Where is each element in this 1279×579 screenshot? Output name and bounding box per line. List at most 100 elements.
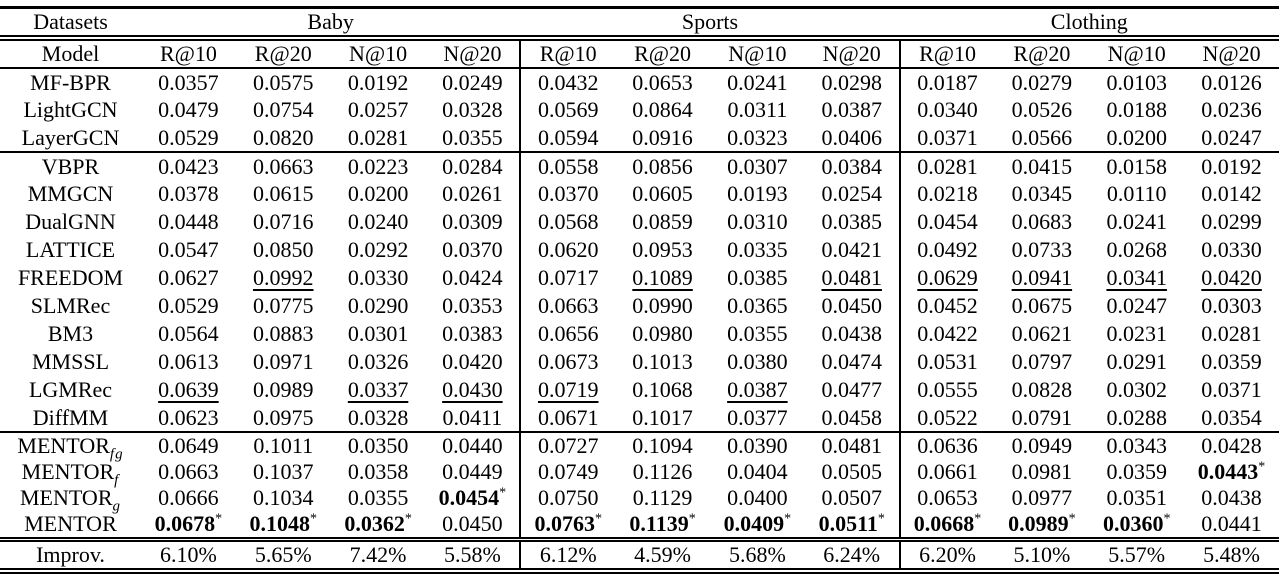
value-cell: 0.0754 xyxy=(252,97,314,122)
value-cell: 0.0281 xyxy=(898,152,995,180)
table-row-lattice: LATTICE 0.0547 0.0850 0.0292 0.0370 0.0620 0.0… xyxy=(0,236,1279,264)
value-cell: 0.0423 xyxy=(158,153,219,179)
model-column-label: Model xyxy=(41,41,100,66)
value-cell: 0.0370 xyxy=(519,180,616,208)
value-cell: 0.0193 xyxy=(727,181,788,206)
value-cell: 0.0636 xyxy=(898,432,995,459)
value-cell: 0.0450 xyxy=(442,511,503,536)
value-cell: 0.0989* xyxy=(1008,511,1076,536)
value-cell: 0.0421 xyxy=(821,237,882,262)
value-cell: 0.0569 xyxy=(519,96,616,124)
value-cell: 0.0249 xyxy=(442,69,503,95)
value-cell: 0.0424 xyxy=(442,265,503,290)
section-cf-baselines: MF-BPR 0.0357 0.0575 0.0192 0.0249 0.0432 0.06… xyxy=(0,68,1279,152)
value-cell: 0.0223 xyxy=(347,153,409,179)
value-cell: 0.0450 xyxy=(821,293,882,318)
significance-asterisk: * xyxy=(309,511,317,527)
value-cell: 0.0575 xyxy=(252,69,314,95)
value-cell: 0.0440 xyxy=(442,433,503,458)
value-cell: 0.0526 xyxy=(1011,97,1073,122)
value-cell: 0.0481 xyxy=(821,433,882,458)
value-cell: 0.0384 xyxy=(821,153,882,179)
value-cell: 0.0615 xyxy=(252,181,314,206)
value-cell: 0.0281 xyxy=(1201,321,1262,346)
value-cell: 0.0268 xyxy=(1106,237,1167,262)
value-cell: 0.0365 xyxy=(727,293,788,318)
value-cell: 0.0380 xyxy=(727,349,788,374)
table-row-dualgnn: DualGNN 0.0448 0.0716 0.0240 0.0309 0.0568 0.0… xyxy=(0,208,1279,236)
value-cell: 0.0864 xyxy=(632,97,693,122)
value-cell: 0.0454* xyxy=(438,485,507,510)
metric-header-clothing-n20: N@20 xyxy=(1202,41,1261,66)
value-cell: 0.0387 xyxy=(821,97,882,122)
value-cell: 4.59% xyxy=(634,542,691,567)
table-row-mmssl: MMSSL 0.0613 0.0971 0.0326 0.0420 0.0673 0.101… xyxy=(0,348,1279,376)
value-cell: 6.10% xyxy=(160,542,217,567)
significance-asterisk: * xyxy=(1258,459,1266,475)
value-cell: 0.0390 xyxy=(727,433,788,458)
value-cell: 0.0481 xyxy=(821,265,882,290)
metric-header-sports-n10: N@10 xyxy=(728,41,787,66)
model-name-subscript: g xyxy=(112,498,121,515)
model-name: SLMRec xyxy=(30,293,111,318)
value-cell: 0.0531 xyxy=(898,348,995,376)
value-cell: 0.0311 xyxy=(727,97,788,122)
value-cell: 0.0359 xyxy=(1201,349,1262,374)
value-cell: 0.1094 xyxy=(632,433,693,458)
value-cell: 0.0299 xyxy=(1201,209,1262,234)
model-name: LightGCN xyxy=(23,97,118,122)
value-cell: 0.0126 xyxy=(1201,69,1262,95)
value-cell: 0.0791 xyxy=(1011,404,1073,430)
value-cell: 0.0371 xyxy=(898,124,995,152)
value-cell: 0.0529 xyxy=(158,124,219,150)
significance-asterisk: * xyxy=(594,511,602,527)
value-cell: 0.0430 xyxy=(442,377,503,402)
value-cell: 0.0661 xyxy=(898,459,995,485)
value-cell: 6.24% xyxy=(823,542,881,567)
metric-header-clothing-r20: R@20 xyxy=(1013,41,1071,66)
value-cell: 0.0330 xyxy=(1201,237,1262,262)
value-cell: 0.0218 xyxy=(898,180,995,208)
significance-asterisk: * xyxy=(688,511,696,527)
value-cell: 0.0241 xyxy=(727,69,788,95)
value-cell: 0.0479 xyxy=(158,97,219,122)
value-cell: 0.0555 xyxy=(898,376,995,404)
table-row-lightgcn: LightGCN 0.0479 0.0754 0.0257 0.0328 0.0569 0.… xyxy=(0,96,1279,124)
table-row-mmgcn: MMGCN 0.0378 0.0615 0.0200 0.0261 0.0370 0.060… xyxy=(0,180,1279,208)
value-cell: 0.0298 xyxy=(821,69,882,95)
metric-header-baby-n10: N@10 xyxy=(348,41,408,66)
value-cell: 0.0883 xyxy=(252,321,314,346)
value-cell: 0.0623 xyxy=(158,404,219,430)
value-cell: 0.1126 xyxy=(632,459,693,484)
value-cell: 0.0953 xyxy=(632,237,693,262)
value-cell: 7.42% xyxy=(349,542,407,567)
section-multimodal-baselines: VBPR 0.0423 0.0663 0.0223 0.0284 0.0558 0.0856… xyxy=(0,152,1279,432)
value-cell: 0.0428 xyxy=(1201,433,1262,458)
value-cell: 0.0303 xyxy=(1201,293,1262,318)
value-cell: 0.0110 xyxy=(1106,181,1167,206)
value-cell: 0.0261 xyxy=(442,181,503,206)
value-cell: 0.0605 xyxy=(632,181,693,206)
value-cell: 0.0404 xyxy=(727,459,788,484)
significance-asterisk: * xyxy=(404,511,412,527)
datasets-corner-label: Datasets xyxy=(33,9,108,34)
value-cell: 0.0629 xyxy=(898,264,995,292)
value-cell: 0.0977 xyxy=(1011,485,1073,510)
group-header-sports: Sports xyxy=(681,9,739,34)
value-cell: 0.0505 xyxy=(821,459,882,484)
value-cell: 0.0301 xyxy=(347,321,409,346)
metrics-header-row: Model R@10 R@20 N@10 N@20 R@10 R@20 N@10… xyxy=(0,38,1279,68)
value-cell: 0.0330 xyxy=(347,265,409,290)
table-row-mentor: MENTOR 0.0678* 0.1048* 0.0362* 0.0450 0.0763*… xyxy=(0,511,1279,540)
value-cell: 0.0328 xyxy=(442,97,503,122)
value-cell: 0.0343 xyxy=(1106,433,1167,458)
model-name: MENTORfg xyxy=(17,433,124,463)
value-cell: 0.0370 xyxy=(442,237,503,262)
value-cell: 0.0360* xyxy=(1102,511,1171,536)
value-cell: 0.0420 xyxy=(1201,265,1262,290)
significance-asterisk: * xyxy=(1163,511,1171,527)
value-cell: 0.0989 xyxy=(252,377,314,402)
value-cell: 0.1017 xyxy=(632,404,693,430)
value-cell: 0.0716 xyxy=(252,209,314,234)
